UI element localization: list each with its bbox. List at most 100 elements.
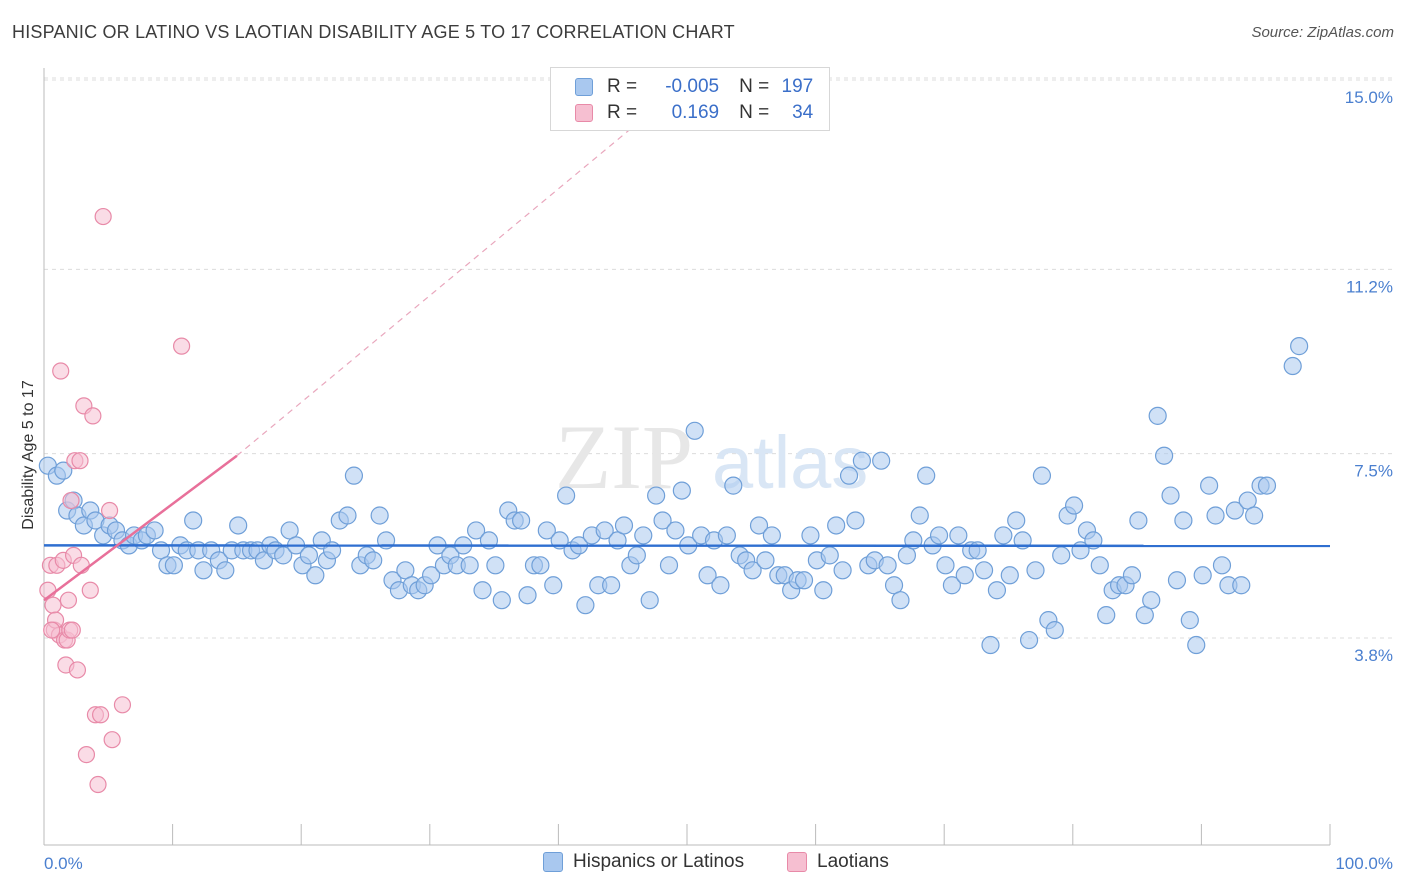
y-tick-label-3: 15.0% bbox=[1345, 88, 1393, 107]
point-hispanics-175 bbox=[1161, 486, 1180, 505]
point-hispanics-25 bbox=[194, 561, 213, 580]
point-hispanics-52 bbox=[370, 506, 389, 525]
legend-r-value: -0.005 bbox=[665, 76, 720, 97]
point-hispanics-136 bbox=[910, 506, 929, 525]
point-hispanics-71 bbox=[492, 591, 511, 610]
point-hispanics-154 bbox=[1026, 561, 1045, 580]
point-laotians-31 bbox=[113, 696, 132, 714]
point-hispanics-130 bbox=[872, 451, 891, 470]
point-laotians-26 bbox=[89, 775, 107, 794]
point-hispanics-17 bbox=[145, 521, 164, 540]
legend-n-value: 197 bbox=[781, 76, 814, 97]
axes bbox=[43, 68, 1331, 846]
point-hispanics-78 bbox=[537, 521, 556, 540]
legend-n-label: N = bbox=[739, 76, 770, 97]
point-hispanics-153 bbox=[1019, 630, 1039, 650]
point-hispanics-42 bbox=[306, 566, 325, 585]
point-hispanics-147 bbox=[981, 635, 1000, 655]
point-hispanics-81 bbox=[557, 486, 576, 505]
point-laotians-32 bbox=[173, 337, 191, 355]
point-hispanics-137 bbox=[917, 466, 936, 485]
point-hispanics-119 bbox=[801, 526, 820, 545]
point-hispanics-105 bbox=[711, 576, 730, 595]
watermark: ZIP atlas bbox=[555, 406, 868, 508]
legend-n-value: 34 bbox=[792, 102, 814, 123]
point-laotians-22 bbox=[77, 746, 96, 764]
point-hispanics-70 bbox=[486, 556, 505, 575]
point-hispanics-118 bbox=[794, 571, 814, 590]
point-hispanics-113 bbox=[762, 526, 781, 545]
legend-swatch-pink bbox=[787, 852, 807, 872]
point-hispanics-99 bbox=[672, 481, 691, 500]
point-hispanics-60 bbox=[421, 566, 441, 585]
point-hispanics-110 bbox=[743, 561, 762, 580]
point-hispanics-51 bbox=[364, 551, 383, 570]
x-tick-label-0: 0.0% bbox=[44, 854, 83, 873]
legend-item-laotians: Laotians bbox=[787, 851, 889, 873]
point-hispanics-28 bbox=[216, 561, 235, 580]
legend-r-value: 0.169 bbox=[671, 102, 720, 123]
point-laotians-2 bbox=[44, 596, 62, 614]
point-hispanics-79 bbox=[544, 576, 563, 595]
point-laotians-18 bbox=[68, 661, 87, 679]
point-hispanics-164 bbox=[1090, 556, 1109, 575]
point-hispanics-94 bbox=[640, 591, 659, 610]
series-hispanics-points bbox=[38, 337, 1309, 655]
point-hispanics-106 bbox=[717, 526, 736, 545]
legend-row-hispanics: R = -0.005 N = 197 bbox=[575, 75, 813, 99]
trend-laotians-extension bbox=[236, 81, 688, 457]
point-hispanics-165 bbox=[1097, 606, 1116, 625]
point-hispanics-177 bbox=[1174, 511, 1193, 530]
point-hispanics-173 bbox=[1148, 406, 1167, 425]
point-hispanics-112 bbox=[756, 551, 775, 570]
point-hispanics-107 bbox=[724, 476, 743, 495]
point-laotians-12 bbox=[59, 591, 78, 609]
y-tick-label-0: 3.8% bbox=[1354, 646, 1393, 665]
point-hispanics-169 bbox=[1122, 566, 1142, 585]
legend-n-label: N = bbox=[739, 102, 770, 123]
trend-laotians bbox=[43, 454, 238, 602]
point-hispanics-171 bbox=[1135, 606, 1154, 625]
point-hispanics-131 bbox=[878, 556, 897, 575]
point-hispanics-180 bbox=[1193, 566, 1212, 585]
point-hispanics-41 bbox=[299, 546, 319, 565]
point-hispanics-68 bbox=[473, 581, 492, 600]
legend-swatch-blue bbox=[543, 852, 563, 872]
point-hispanics-95 bbox=[647, 486, 666, 505]
point-hispanics-143 bbox=[955, 566, 974, 585]
point-hispanics-155 bbox=[1032, 466, 1052, 485]
point-hispanics-145 bbox=[968, 541, 987, 560]
point-hispanics-174 bbox=[1155, 446, 1174, 465]
legend-r-label: R = bbox=[607, 102, 638, 123]
point-hispanics-183 bbox=[1212, 556, 1232, 575]
point-laotians-15 bbox=[63, 621, 81, 639]
point-hispanics-186 bbox=[1232, 576, 1251, 595]
point-hispanics-172 bbox=[1142, 591, 1161, 610]
point-hispanics-96 bbox=[653, 511, 672, 530]
point-hispanics-170 bbox=[1129, 511, 1148, 530]
point-hispanics-178 bbox=[1180, 611, 1199, 630]
point-hispanics-125 bbox=[839, 466, 859, 485]
point-hispanics-142 bbox=[949, 526, 968, 545]
point-hispanics-90 bbox=[614, 516, 634, 535]
point-laotians-29 bbox=[100, 501, 119, 520]
point-hispanics-123 bbox=[827, 516, 846, 535]
point-hispanics-187 bbox=[1238, 491, 1257, 510]
point-hispanics-67 bbox=[466, 521, 486, 540]
legend-r-label: R = bbox=[607, 76, 638, 97]
point-hispanics-192 bbox=[1290, 337, 1309, 356]
point-hispanics-182 bbox=[1206, 506, 1225, 525]
point-hispanics-87 bbox=[595, 521, 614, 540]
point-hispanics-127 bbox=[852, 451, 871, 470]
point-hispanics-181 bbox=[1200, 476, 1219, 495]
y-tick-label-1: 7.5% bbox=[1354, 462, 1393, 481]
legend-label-hispanics: Hispanics or Latinos bbox=[573, 851, 745, 872]
legend-swatch-pink bbox=[575, 104, 593, 122]
stats-legend: R = -0.005 N = 197 R = 0.169 N = 34 bbox=[550, 67, 830, 131]
point-hispanics-74 bbox=[512, 511, 531, 530]
point-hispanics-188 bbox=[1245, 506, 1264, 525]
point-laotians-7 bbox=[52, 362, 70, 380]
point-hispanics-146 bbox=[974, 561, 994, 580]
point-hispanics-149 bbox=[994, 526, 1013, 545]
point-hispanics-37 bbox=[274, 546, 293, 565]
